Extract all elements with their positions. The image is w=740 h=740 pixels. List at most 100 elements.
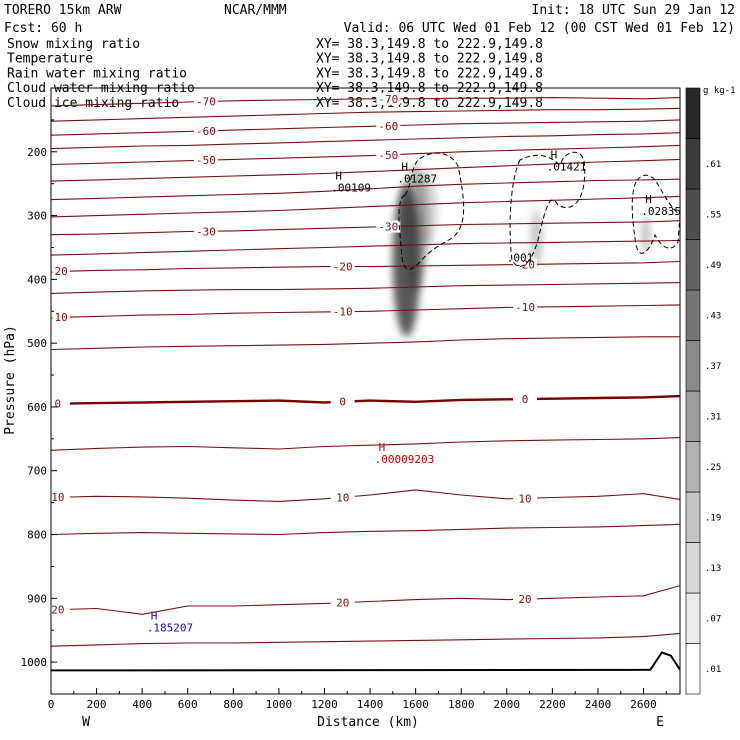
isotherm-label: -10 <box>333 306 353 319</box>
isotherm-label-bg <box>330 596 355 609</box>
y-axis: 200 300 400 500 600 700 800 900 1000 <box>21 119 57 695</box>
x-tick-label: 1200 <box>311 698 338 711</box>
isotherm-line <box>51 437 680 451</box>
colorbar-tick-label: .19 <box>705 513 721 523</box>
isotherm-label-bg <box>330 260 355 273</box>
isotherm-label-bg <box>376 220 401 233</box>
y-tick-label: 600 <box>27 401 47 414</box>
extremum-mark: H <box>401 160 408 173</box>
isotherm-label-bg <box>193 124 218 137</box>
legend-xy: XY= 38.3,149.8 to 222.9,149.8 <box>316 81 543 96</box>
x-axis-label: Distance (km) <box>317 715 419 730</box>
extremum-value: .01287 <box>397 172 437 185</box>
isotherm-label-bg <box>51 603 70 616</box>
legend-label: Snow mixing ratio <box>7 37 140 52</box>
colorbar-swatch <box>685 87 701 139</box>
colorbar-tick-label: .01 <box>705 665 721 675</box>
isotherm-label: -50 <box>378 149 398 162</box>
isotherm-line <box>51 158 680 182</box>
colorbar-tick-label: .55 <box>705 210 721 220</box>
isotherm-label-bg <box>376 148 401 161</box>
isotherm-label: -10 <box>48 311 68 324</box>
isotherm-label-bg <box>330 305 355 318</box>
isotherm-line <box>51 282 680 294</box>
colorbar-swatch <box>685 188 701 240</box>
isotherm-line <box>51 260 680 273</box>
isotherm-label: -60 <box>378 120 398 133</box>
isotherm-label-bg <box>330 395 355 408</box>
east-label: E <box>656 715 664 730</box>
legend-label: Temperature <box>7 52 93 67</box>
y-tick-label: 300 <box>27 210 47 223</box>
isotherm-label: -20 <box>333 261 353 274</box>
x-tick-label: 1000 <box>266 698 293 711</box>
plot-frame <box>50 87 681 695</box>
colorbar-tick-label: .43 <box>705 311 721 321</box>
colorbar-swatch <box>685 340 701 392</box>
init-time: Init: 18 UTC Sun 29 Jan 12 <box>532 3 736 18</box>
temperature-isotherms: -70 -70 -60 -60 -50 -50 -30 -30 -20 -20 -20 -10 -10 -… <box>48 92 680 647</box>
cloud-ice-contour <box>509 151 586 267</box>
isotherm-line <box>51 239 680 256</box>
colorbar-swatch <box>685 138 701 190</box>
terrain-line-path <box>51 651 680 672</box>
isotherm-label-bg <box>51 491 70 504</box>
isotherm-label-bg <box>330 491 355 504</box>
isotherm-label: -20 <box>48 265 68 278</box>
isotherm-label: 0 <box>55 398 62 411</box>
x-tick-label: 1600 <box>402 698 429 711</box>
isotherm-line <box>51 304 680 319</box>
y-tick-label: 200 <box>27 146 47 159</box>
isotherm-label-bg <box>376 92 401 105</box>
isotherm-label-bg <box>513 492 538 505</box>
isotherm-line <box>51 336 680 351</box>
x-tick-label: 800 <box>223 698 243 711</box>
isotherm-label-bg <box>193 225 218 238</box>
isotherm-line <box>51 632 680 647</box>
isotherm-label: -30 <box>196 225 216 238</box>
colorbar-tick-label: .49 <box>705 261 721 271</box>
x-tick-label: 0 <box>48 698 55 711</box>
isotherm-label: -10 <box>515 301 535 314</box>
isotherm-label-bg <box>51 311 70 324</box>
legend-xy: XY= 38.3,149.8 to 222.9,149.8 <box>316 52 543 67</box>
isotherm-label: -20 <box>515 258 535 271</box>
isotherm-line <box>51 220 680 236</box>
isotherm-label: 20 <box>336 597 349 610</box>
cloud-ice-contour <box>398 152 465 270</box>
colorbar-tick-label: .13 <box>705 564 721 574</box>
isotherm-label: -60 <box>196 125 216 138</box>
forecast-hour: Fcst: 60 h <box>4 21 82 36</box>
y-tick-label: 800 <box>27 529 47 542</box>
isotherm-label: 0 <box>339 396 346 409</box>
x-tick-label: 2400 <box>585 698 612 711</box>
isotherm-label-bg <box>193 154 218 167</box>
isotherm-label: 20 <box>518 593 531 606</box>
y-tick-label: 700 <box>27 465 47 478</box>
x-tick-label: 600 <box>178 698 198 711</box>
legend-label: Cloud ice mixing ratio <box>7 96 179 111</box>
colorbar-swatch <box>685 592 701 644</box>
isotherm-label-bg <box>376 119 401 132</box>
extremum-value: .01421 <box>547 160 587 173</box>
legend-label: Cloud water mixing ratio <box>7 81 195 96</box>
extremum-value: .02835 <box>641 205 681 218</box>
legend-xy: XY= 38.3,149.8 to 222.9,149.8 <box>316 66 543 81</box>
legend-xy: XY= 38.3,149.8 to 222.9,149.8 <box>316 37 543 52</box>
isotherm-label: -70 <box>378 93 398 106</box>
isotherm-label-bg <box>193 95 218 108</box>
colorbar-swatch <box>685 239 701 291</box>
colorbar-swatch <box>685 643 701 695</box>
y-tick-label: 500 <box>27 337 47 350</box>
cloud-ice-contour <box>631 174 680 254</box>
extremum-mark: H <box>335 169 342 182</box>
snow-plume <box>641 215 650 254</box>
isotherm-label-bg <box>513 393 538 406</box>
legend: Snow mixing ratio XY= 38.3,149.8 to 222.9… <box>7 37 543 111</box>
extrema-labels: H.00109H.01287H.01421H.02835H.00009203H.… <box>147 148 681 634</box>
isotherm-line <box>51 489 680 502</box>
x-tick-label: 200 <box>87 698 107 711</box>
colorbar-swatch <box>685 441 701 493</box>
